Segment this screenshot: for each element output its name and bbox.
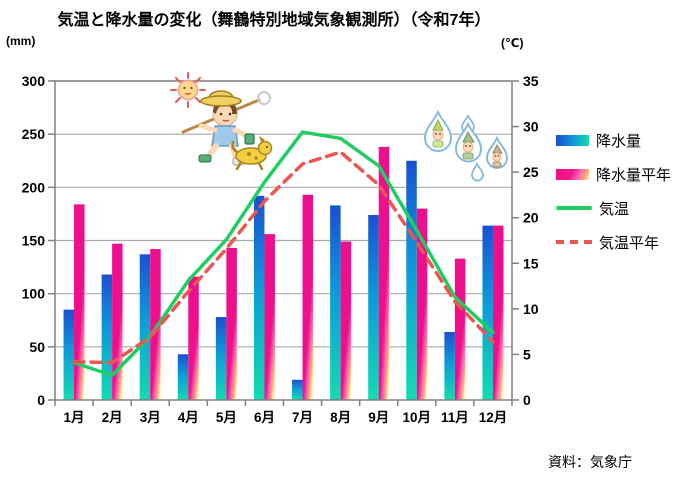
- raindrop-icon: [454, 121, 483, 163]
- left-axis-tick-label: 50: [29, 339, 45, 355]
- bar-precipitation: [444, 331, 455, 400]
- summer-boy-dog-clipart: [170, 72, 273, 171]
- left-axis-tick-label: 150: [22, 233, 46, 249]
- bar-precipitation: [406, 160, 417, 400]
- bar-precipitation-normal: [188, 276, 199, 400]
- month-label: 4月: [178, 410, 199, 425]
- right-axis-tick-label: 30: [523, 119, 539, 135]
- left-axis-tick-label: 300: [22, 73, 46, 89]
- month-label: 1月: [64, 410, 85, 425]
- month-label: 5月: [216, 410, 237, 425]
- right-axis-tick-label: 25: [523, 164, 539, 180]
- bar-precipitation-normal: [378, 146, 390, 400]
- bar-precipitation: [177, 354, 189, 400]
- month-label: 11月: [441, 410, 469, 425]
- bar-precipitation: [253, 195, 265, 400]
- legend-label: 降水量: [596, 132, 642, 150]
- dog: [231, 136, 273, 171]
- raindrop-characters-clipart: [423, 109, 509, 182]
- legend-label: 気温平年: [599, 234, 660, 252]
- chart-title: 気温と降水量の変化（舞鶴特別地域気象観測所）（令和7年）: [57, 12, 491, 29]
- bar-precipitation-normal: [150, 249, 161, 400]
- month-label: 2月: [102, 410, 123, 425]
- legend-label: 降水量平年: [596, 166, 672, 184]
- bar-precipitation-normal: [340, 241, 352, 400]
- legend-item-temperature: 気温: [556, 191, 671, 225]
- right-axis-tick-label: 10: [523, 301, 539, 317]
- month-label: 6月: [254, 410, 275, 425]
- bar-precipitation: [330, 205, 341, 400]
- sun-icon: [170, 72, 206, 108]
- month-label: 8月: [330, 410, 351, 425]
- month-label: 12月: [479, 410, 508, 425]
- bar-precipitation-normal: [112, 243, 123, 400]
- right-axis-tick-label: 15: [523, 255, 539, 271]
- precipitation-normal-swatch: [556, 168, 589, 180]
- bar-precipitation: [482, 225, 493, 400]
- raindrop-icon: [423, 109, 453, 152]
- right-axis-tick-label: 5: [523, 346, 531, 362]
- legend-label: 気温: [599, 200, 630, 218]
- bar-precipitation-normal: [492, 225, 504, 400]
- left-axis-tick-label: 0: [37, 392, 45, 408]
- bar-precipitation-normal: [454, 258, 466, 400]
- month-label: 3月: [140, 410, 161, 425]
- bar-precipitation: [292, 379, 303, 400]
- bar-precipitation: [101, 274, 113, 400]
- left-axis-tick-label: 200: [22, 179, 46, 195]
- legend-item-temperature-normal: 気温平年: [556, 225, 671, 259]
- precipitation-swatch: [556, 134, 589, 146]
- bar-precipitation: [368, 214, 379, 400]
- bar-precipitation-normal: [302, 194, 314, 400]
- raindrop-icon: [485, 135, 509, 169]
- left-axis-tick-label: 250: [22, 126, 46, 142]
- right-axis-unit-label: (℃): [501, 36, 524, 50]
- right-axis-tick-label: 35: [523, 73, 539, 89]
- left-axis-tick-label: 100: [22, 286, 46, 302]
- bar-precipitation-normal: [74, 204, 85, 400]
- small-raindrop-icon: [471, 161, 484, 182]
- right-axis-tick-label: 20: [523, 210, 539, 226]
- month-label: 10月: [403, 410, 432, 425]
- bar-precipitation-normal: [264, 234, 275, 400]
- source-caption: 資料：気象庁: [548, 454, 632, 470]
- left-axis-unit-label: (mm): [6, 34, 36, 48]
- legend: 降水量 降水量平年 気温 気温平年: [556, 123, 671, 259]
- temperature-normal-swatch: [556, 240, 592, 244]
- month-label: 7月: [292, 410, 313, 425]
- bar-precipitation: [139, 254, 151, 400]
- legend-item-precipitation: 降水量: [556, 123, 671, 157]
- month-label: 9月: [368, 410, 389, 425]
- temperature-normal-line: [72, 150, 495, 365]
- right-axis-tick-label: 0: [523, 392, 531, 408]
- bar-precipitation: [63, 309, 75, 400]
- bar-precipitation: [215, 317, 227, 400]
- bar-precipitation-normal: [226, 247, 237, 400]
- legend-item-precipitation-normal: 降水量平年: [556, 157, 671, 191]
- bar-precipitation-normal: [416, 208, 428, 400]
- temperature-swatch: [556, 206, 592, 210]
